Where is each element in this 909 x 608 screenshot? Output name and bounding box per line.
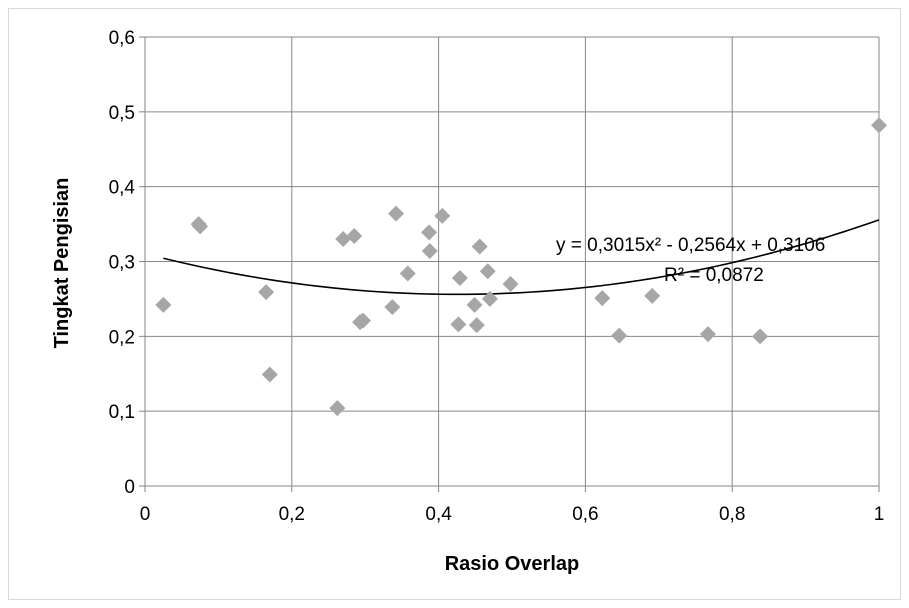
- data-point: [471, 238, 488, 255]
- data-points: [155, 117, 887, 417]
- data-point: [481, 290, 498, 307]
- data-point: [354, 312, 371, 329]
- x-tick-label: 0: [140, 504, 151, 525]
- gridlines: [139, 36, 880, 492]
- y-tick-label: 0,3: [109, 253, 135, 274]
- trendline-equation: y = 0,3015x² - 0,2564x + 0,3106: [556, 235, 825, 256]
- y-axis-ticks: 0 0,1 0,2 0,3 0,4 0,5 0,6: [109, 28, 136, 498]
- polynomial-trendline: [163, 219, 880, 296]
- data-point: [451, 269, 468, 286]
- y-tick-label: 0: [124, 477, 135, 498]
- data-point: [611, 327, 628, 344]
- y-tick-label: 0,5: [109, 103, 135, 124]
- data-point: [644, 287, 661, 304]
- data-point: [468, 317, 485, 334]
- data-point: [421, 224, 438, 241]
- y-tick-label: 0,6: [109, 28, 135, 49]
- data-point: [594, 290, 611, 307]
- data-point: [699, 326, 716, 343]
- data-point: [346, 228, 363, 245]
- x-axis-title: Rasio Overlap: [445, 553, 580, 575]
- data-point: [479, 263, 496, 280]
- data-point: [502, 275, 519, 292]
- data-point: [752, 328, 769, 345]
- x-tick-label: 0,2: [279, 504, 305, 525]
- data-point: [192, 218, 209, 235]
- data-point: [871, 117, 887, 134]
- r-squared-label: R² = 0,0872: [664, 265, 764, 286]
- data-point: [466, 296, 483, 313]
- data-point: [335, 231, 352, 248]
- x-axis-ticks: 0 0,2 0,4 0,6 0,8 1: [140, 504, 885, 525]
- y-tick-label: 0,2: [109, 327, 135, 348]
- data-point: [329, 400, 346, 417]
- data-point: [261, 366, 278, 383]
- data-point: [388, 205, 405, 222]
- y-tick-label: 0,1: [109, 402, 135, 423]
- data-point: [434, 207, 451, 224]
- data-point: [155, 296, 172, 313]
- y-tick-label: 0,4: [109, 178, 136, 199]
- data-point: [399, 265, 416, 282]
- x-tick-label: 0,6: [572, 504, 598, 525]
- data-point: [421, 243, 438, 260]
- x-tick-label: 1: [874, 504, 885, 525]
- x-tick-label: 0,4: [425, 504, 452, 525]
- data-point: [450, 316, 467, 333]
- data-point: [384, 299, 401, 316]
- x-tick-label: 0,8: [719, 504, 745, 525]
- data-point: [258, 284, 275, 301]
- y-axis-title: Tingkat Pengisian: [51, 178, 73, 349]
